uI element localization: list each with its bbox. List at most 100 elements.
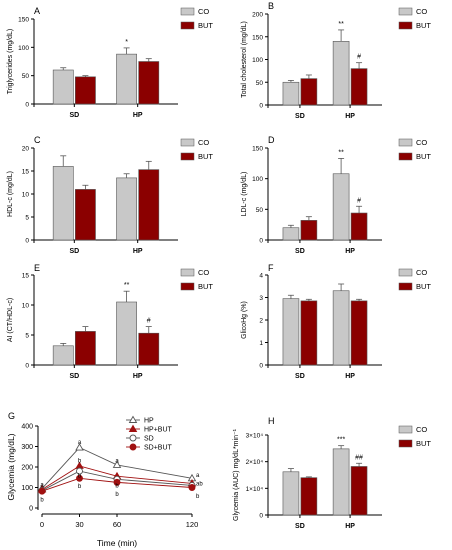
legend-swatch-but — [180, 282, 195, 291]
y-tick-label: 150 — [252, 34, 263, 41]
legend-label-but: BUT — [198, 152, 213, 161]
x-tick-label: SD — [295, 248, 305, 255]
series-line — [41, 477, 193, 492]
panel-e: E 0 5 10 15 AI (CT/HDL-c) SD HP ** # CO BUT — [7, 263, 213, 380]
y-tick-label: 15 — [22, 169, 30, 176]
panel-c: C 0 5 10 15 20 HDL-c (mg/dL) SD HP CO BUT — [7, 135, 213, 255]
y-tick-label: 50 — [256, 207, 264, 214]
bar-but-hp — [138, 169, 160, 241]
legend-label-but: BUT — [416, 439, 431, 448]
y-axis-label: Glycemia (AUC) mg/dL*min⁻¹ — [233, 428, 240, 521]
significance-letter: b — [78, 458, 82, 464]
y-tick-label: 100 — [252, 57, 263, 64]
y-tick-label: 50 — [256, 80, 264, 87]
y-tick-label: 0 — [25, 102, 29, 109]
significance-mark: *** — [337, 437, 345, 444]
legend-swatch-but — [398, 152, 413, 161]
x-tick-label: SD — [69, 248, 79, 255]
x-tick-label: 120 — [186, 520, 199, 529]
bar-but-sd — [300, 220, 318, 241]
panel-letter: G — [8, 411, 15, 421]
data-point — [38, 487, 46, 495]
legend-label-but: BUT — [198, 21, 213, 30]
significance-letter: b — [115, 492, 119, 498]
y-tick-label: 150 — [252, 146, 263, 153]
y-tick-label: 1 — [259, 340, 263, 347]
legend-marker — [129, 443, 137, 451]
legend-marker — [128, 424, 138, 432]
significance-letter: a — [115, 458, 119, 464]
bar-but-hp — [350, 300, 368, 366]
bar-but-sd — [75, 331, 96, 366]
significance-letter: b — [196, 494, 200, 500]
panel-g: G 0 100 200 300 400 0 30 60 120 Time (min) Glycemia… — [6, 411, 203, 548]
y-tick-label: 0 — [259, 103, 263, 110]
y-axis-label: Total cholesterol (mg/dL) — [241, 21, 248, 98]
x-tick-label: SD — [295, 523, 305, 530]
y-tick-label: 300 — [21, 444, 33, 451]
x-tick-label: 60 — [113, 520, 121, 529]
panel-letter: B — [268, 1, 274, 11]
bar-co-sd — [52, 69, 74, 105]
significance-mark: # — [147, 318, 151, 325]
legend-label-co: CO — [416, 7, 427, 16]
legend-label: HP — [144, 418, 154, 425]
legend-label-but: BUT — [416, 152, 431, 161]
panel-letter: E — [34, 263, 40, 273]
y-axis-label: Glycemia (mg/dL) — [6, 433, 16, 500]
y-axis-label: Triglycerides (mg/dL) — [7, 29, 14, 94]
x-tick-label: 30 — [75, 520, 83, 529]
y-tick-label: 200 — [252, 12, 263, 19]
significance-letter: b — [78, 473, 82, 479]
x-tick-label: SD — [295, 113, 305, 120]
significance-letter: ab — [196, 481, 203, 487]
x-tick-label: HP — [133, 248, 143, 255]
legend-label: HP+BUT — [144, 427, 173, 434]
x-tick-label: HP — [133, 373, 143, 380]
y-tick-label: 20 — [22, 146, 30, 153]
bar-but-sd — [300, 477, 318, 516]
data-point — [75, 443, 84, 451]
legend-swatch-but — [398, 21, 413, 30]
legend-swatch-co — [398, 138, 413, 147]
y-tick-label: 0 — [259, 513, 263, 520]
x-tick-label: HP — [345, 113, 355, 120]
data-point — [76, 467, 83, 475]
y-axis-label: GlicoHg (%) — [241, 301, 248, 339]
panel-letter: F — [268, 263, 274, 273]
legend-label-co: CO — [416, 425, 427, 434]
series-line — [41, 446, 193, 489]
legend-label-co: CO — [198, 7, 209, 16]
y-tick-label: 200 — [21, 465, 33, 472]
y-tick-label: 15 — [22, 273, 30, 280]
bar-co-hp — [332, 173, 350, 241]
panel-d: D 0 50 100 150 LDL-c (mg/dL) SD HP ** # CO BUT — [241, 135, 431, 255]
significance-letter: a — [78, 440, 82, 446]
significance-mark: * — [125, 39, 128, 46]
bar-co-hp — [332, 290, 350, 366]
legend-swatch-but — [398, 282, 413, 291]
x-tick-label: SD — [69, 112, 79, 119]
bar-but-hp — [350, 466, 368, 516]
bar-co-hp — [116, 53, 137, 105]
significance-letter: b — [78, 484, 82, 490]
panel-letter: A — [34, 6, 40, 16]
significance-letter: a — [40, 482, 44, 488]
y-tick-label: 3 — [259, 295, 263, 302]
legend-swatch-co — [180, 268, 195, 277]
bar-co-hp — [332, 40, 350, 106]
bar-co-hp — [116, 177, 137, 241]
y-tick-label: 1×10⁴ — [246, 486, 264, 493]
significance-mark: # — [357, 197, 361, 204]
y-tick-label: 5 — [25, 333, 29, 340]
y-tick-label: 2 — [259, 318, 263, 325]
panel-h: H 0 1×10⁴ 2×10⁴ 3×10⁴ Glycemia (AUC) mg/dL*mi… — [233, 416, 431, 530]
series-sd-but — [38, 474, 196, 495]
legend-label-co: CO — [416, 268, 427, 277]
bar-but-sd — [75, 189, 96, 241]
series-line — [41, 470, 193, 491]
legend-swatch-co — [180, 7, 195, 16]
y-tick-label: 0 — [259, 363, 263, 370]
legend-label-co: CO — [198, 138, 209, 147]
